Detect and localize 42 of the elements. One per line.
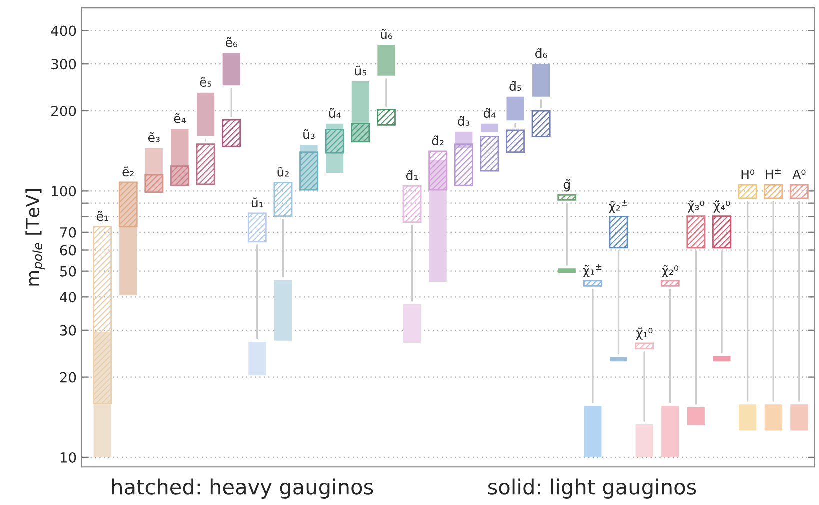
x-tick-label: ũ₂: [278, 166, 289, 177]
x-tick-label: ẽ₅: [200, 77, 212, 88]
x-tick-label: ẽ₆: [226, 37, 238, 48]
x-tick-label: d̃₅: [510, 81, 522, 92]
y-tick-label: 40: [60, 292, 76, 303]
x-tick-label: d̃₁: [406, 170, 418, 180]
x-tick-label: ẽ₃: [148, 132, 160, 142]
x-tick-label: ũ₄: [329, 108, 341, 118]
y-tick-label: 60: [60, 245, 76, 256]
x-tick-label: ẽ₂: [122, 166, 134, 177]
x-tick-label: d̃₄: [484, 108, 496, 118]
text: solid: light gauginos: [488, 478, 696, 499]
y-tick-label: 200: [52, 106, 76, 116]
x-tick-label: A⁰: [792, 170, 806, 180]
x-tick-label: χ̃₃⁰: [688, 200, 704, 213]
x-tick-label: H$^{±}$: [766, 168, 781, 179]
y-tick-label: 20: [60, 372, 76, 383]
x-tick-label: d̃₃: [458, 116, 470, 126]
x-tick-label: χ̃₄⁰: [714, 200, 730, 213]
x-tick-label: ẽ₄: [174, 113, 186, 124]
y-tick-label: 400: [51, 26, 76, 36]
x-tick-label: ũ₅: [355, 66, 367, 76]
x-tick-label: g̃: [564, 179, 570, 192]
y-tick-label: 30: [60, 325, 76, 336]
y-tick-label: 50: [60, 266, 76, 277]
x-tick-label: d̃₂: [432, 136, 444, 146]
x-tick-label: ẽ₁: [96, 211, 108, 222]
y-tick-label: 300: [52, 59, 76, 70]
y-tick-label: 10: [60, 452, 76, 463]
x-tick-label: ũ₃: [304, 129, 315, 140]
x-tick-label: ũ₆: [381, 29, 393, 40]
x-tick-label: ũ₁: [252, 198, 264, 208]
y-tick-label: 70: [60, 227, 76, 238]
x-tick-label: H⁰: [742, 170, 755, 180]
x-tick-label: χ̃₁⁰: [636, 328, 653, 340]
x-tick-label: χ̃₁$^{±}$: [583, 264, 602, 278]
y-axis-title: m$_{pole}$ [TeV]: [26, 189, 45, 286]
text: hatched: heavy gauginos: [112, 478, 374, 499]
y-tick-label: 100: [52, 186, 76, 197]
x-tick-label: χ̃₂$^{±}$: [609, 200, 628, 214]
x-tick-label: d̃₆: [536, 48, 548, 58]
x-tick-label: χ̃₂⁰: [662, 265, 679, 278]
